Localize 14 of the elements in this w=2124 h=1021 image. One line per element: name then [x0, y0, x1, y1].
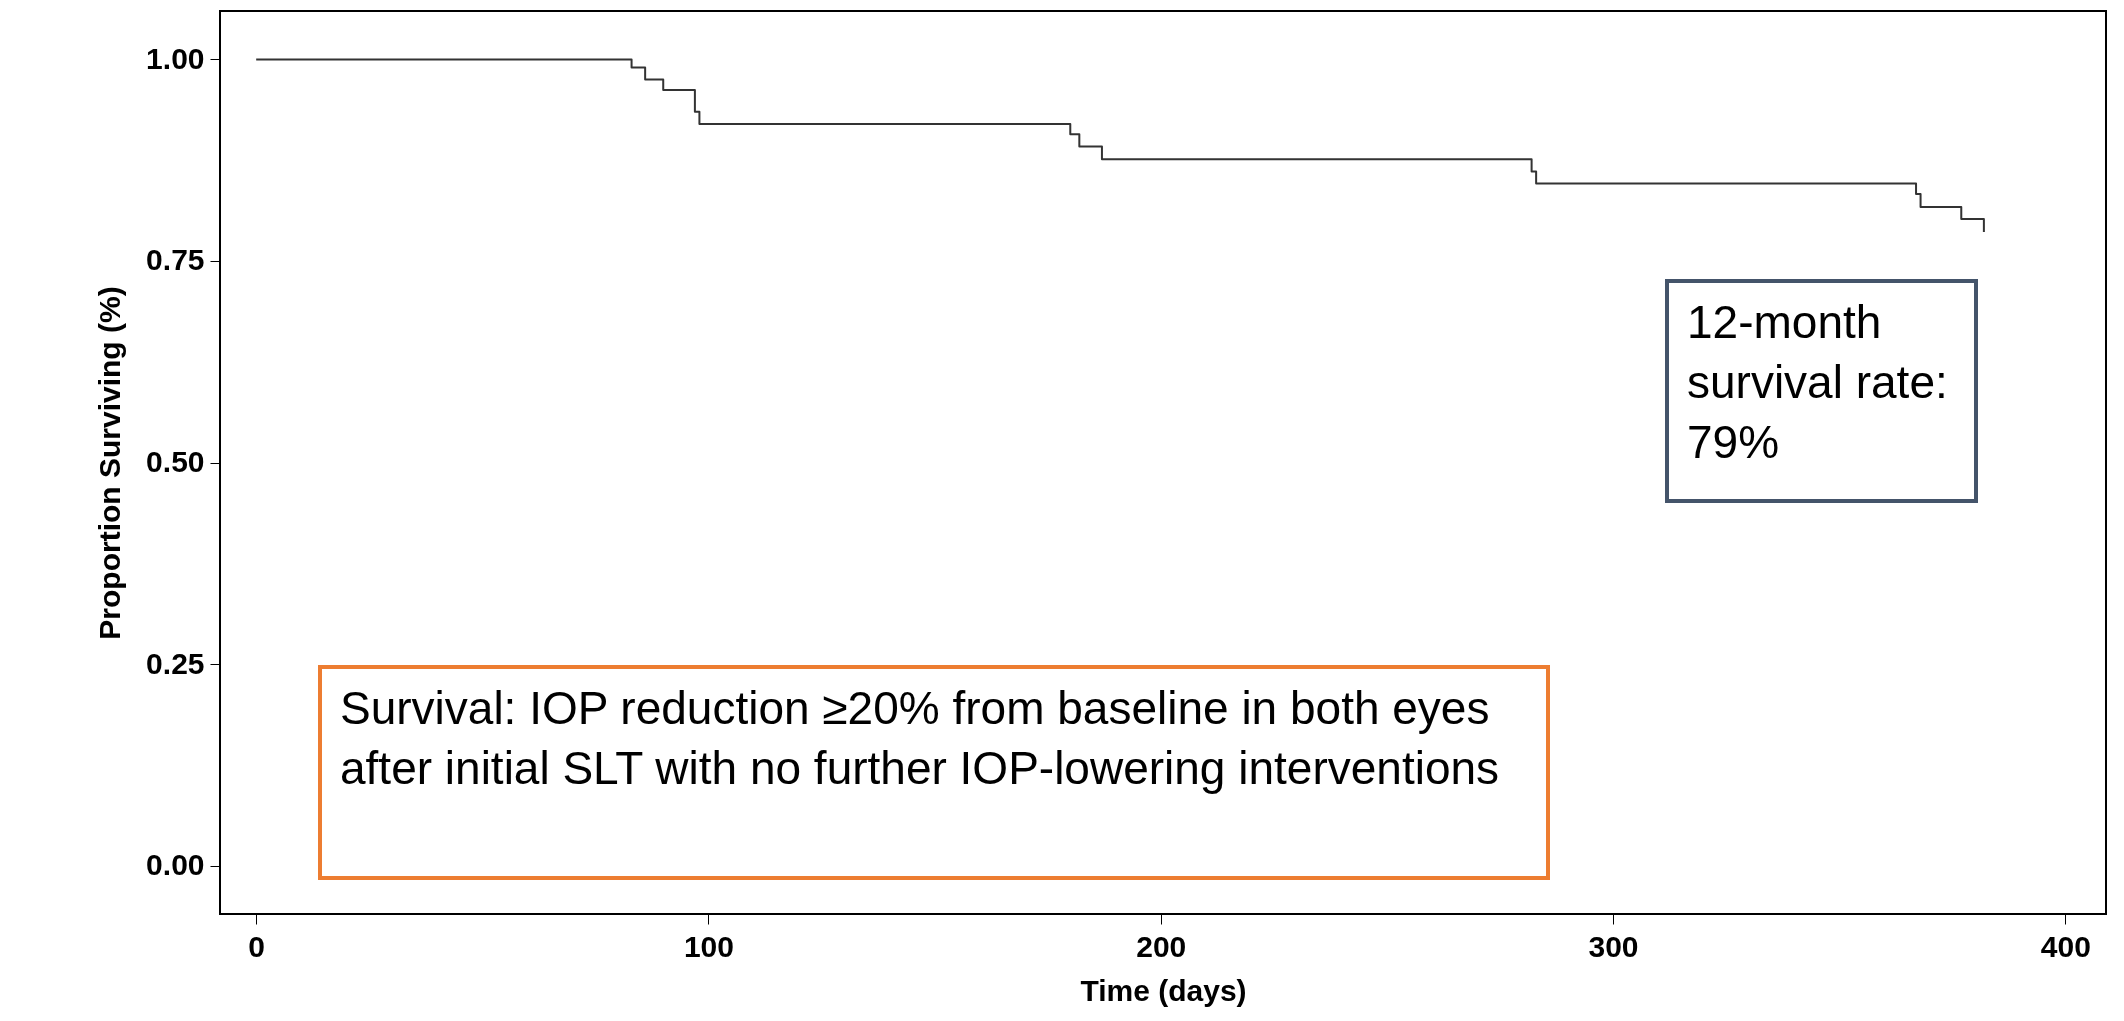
y-tick-label: 0.50 [146, 445, 205, 478]
x-tick-label: 200 [1136, 929, 1187, 963]
y-tick-label: 0.00 [146, 848, 205, 882]
framed-note: Survival: IOP reduction ≥20% from baseline in both eyes after initial SLT with no further IOP-lowering interventions [318, 665, 1550, 880]
x-tick-label: 0 [248, 929, 266, 963]
x-tick-label: 300 [1588, 929, 1639, 963]
y-tick-label: 0.25 [146, 646, 205, 680]
y-axis-title: Proportion Surviving (%) [93, 286, 127, 640]
x-tick-label: 100 [683, 929, 734, 963]
y-tick-label: 1.00 [146, 41, 205, 75]
x-tick-label: 400 [2040, 929, 2091, 963]
x-axis-title: Time (days) [1080, 973, 1247, 1007]
y-tick-label: 0.75 [146, 243, 205, 277]
framed-note: 12-month survival rate: 79% [1665, 279, 1978, 503]
